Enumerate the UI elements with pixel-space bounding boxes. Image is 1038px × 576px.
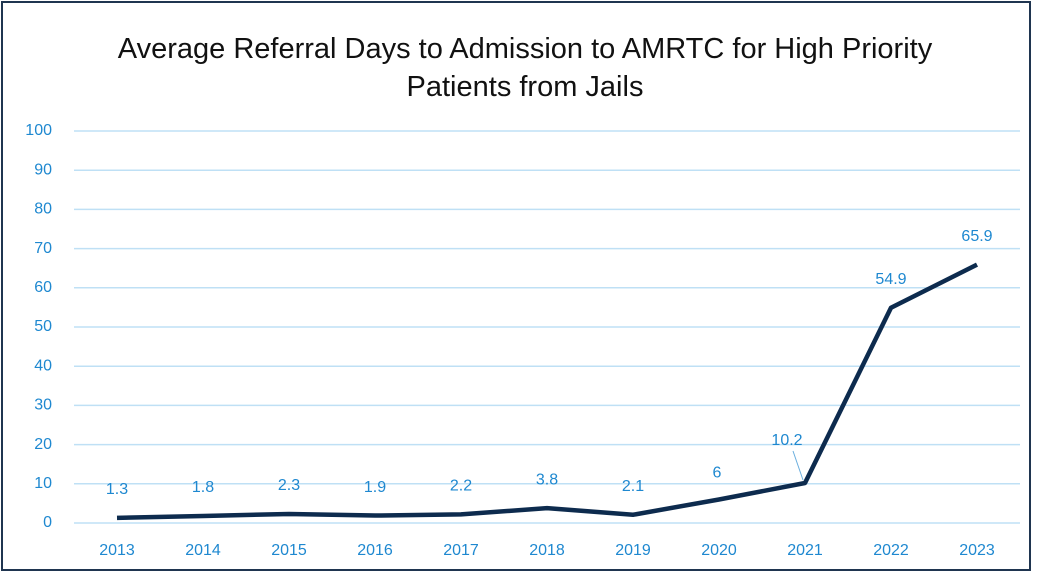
y-tick-label: 0 (43, 514, 52, 531)
data-label: 2.2 (450, 478, 472, 495)
chart-title: Average Referral Days to Admission to AM… (117, 33, 933, 103)
data-label: 1.9 (364, 479, 386, 496)
y-tick-label: 50 (34, 318, 52, 335)
x-tick-label: 2023 (959, 542, 995, 559)
x-tick-label: 2013 (99, 542, 135, 559)
y-tick-label: 90 (34, 161, 52, 178)
data-label: 54.9 (875, 271, 906, 288)
leader-line (792, 450, 804, 481)
y-tick-label: 100 (25, 122, 52, 139)
data-label: 1.8 (192, 479, 214, 496)
x-tick-label: 2019 (615, 542, 651, 559)
data-label: 2.1 (622, 478, 644, 495)
data-line (116, 262, 979, 521)
y-tick-label: 40 (34, 357, 52, 374)
x-tick-label: 2014 (185, 542, 221, 559)
x-tick-label: 2022 (873, 542, 909, 559)
y-tick-label: 70 (34, 240, 52, 257)
data-label: 10.2 (771, 432, 802, 449)
x-tick-label: 2016 (357, 542, 393, 559)
y-tick-label: 80 (34, 201, 52, 218)
data-label: 2.3 (278, 477, 300, 494)
data-label: 65.9 (961, 228, 992, 245)
data-label: 6 (713, 465, 722, 482)
x-tick-label: 2018 (529, 542, 565, 559)
data-label: 3.8 (536, 471, 558, 488)
y-tick-label: 60 (34, 279, 52, 296)
y-tick-label: 20 (34, 436, 52, 453)
x-tick-label: 2017 (443, 542, 479, 559)
y-tick-label: 10 (34, 475, 52, 492)
data-label: 1.3 (106, 481, 128, 498)
y-tick-label: 30 (34, 397, 52, 414)
x-tick-label: 2021 (787, 542, 823, 559)
x-tick-label: 2020 (701, 542, 737, 559)
x-tick-label: 2015 (271, 542, 307, 559)
